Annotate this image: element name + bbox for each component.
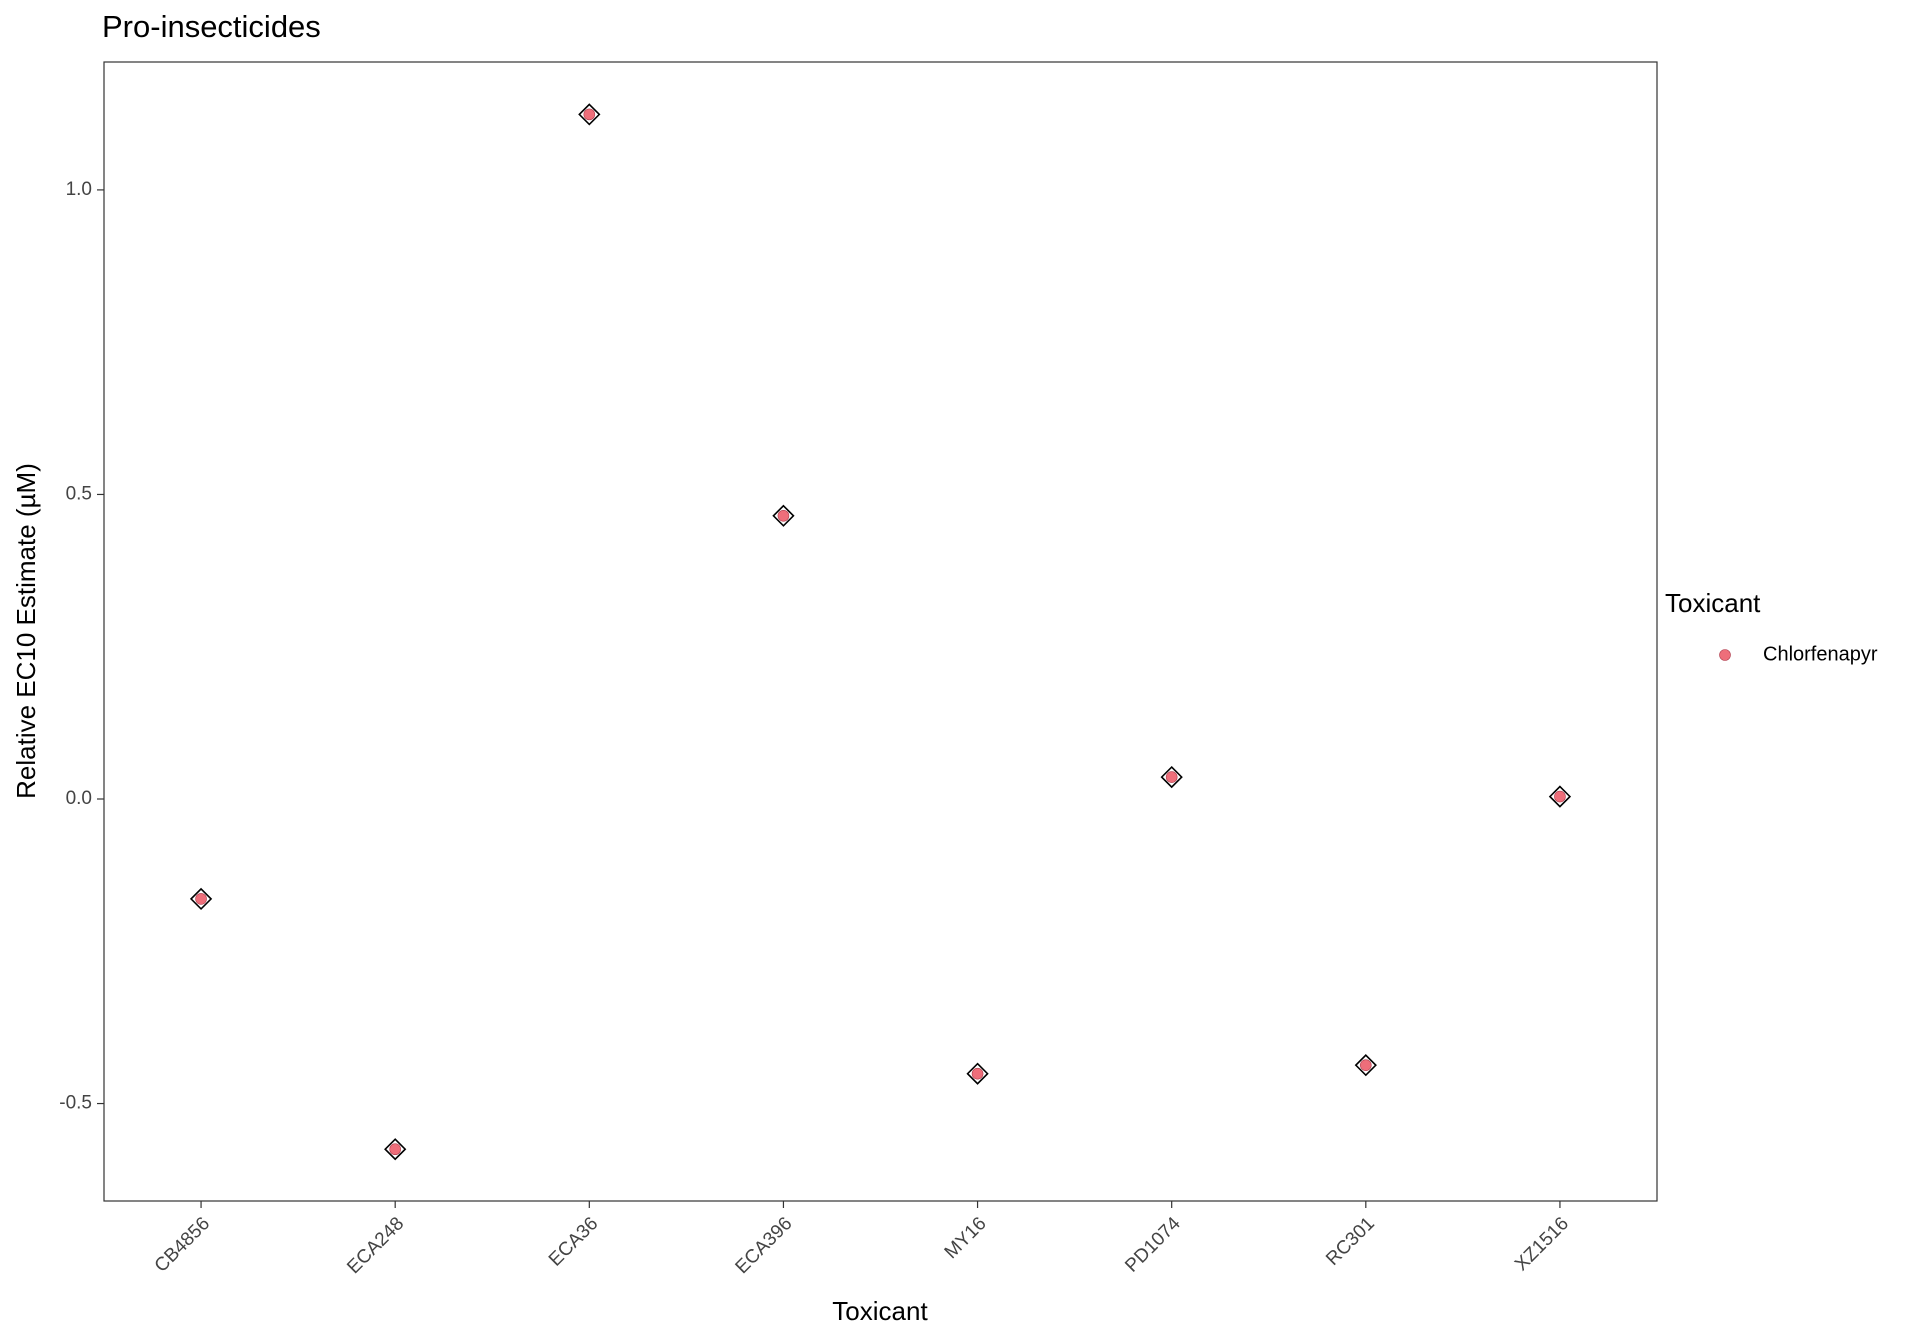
mean-diamond <box>966 1062 989 1085</box>
legend-label: Chlorfenapyr <box>1763 643 1878 665</box>
plot-panel <box>103 61 1658 1202</box>
chart-title: Pro-insecticides <box>102 9 321 44</box>
legend-title: Toxicant <box>1665 588 1761 618</box>
point <box>583 108 596 121</box>
point <box>1360 1059 1372 1071</box>
mean-diamond <box>1548 785 1572 808</box>
mean-diamond <box>1354 1054 1377 1077</box>
point <box>971 1067 984 1080</box>
mean-diamond <box>384 1138 407 1161</box>
point <box>389 1143 401 1156</box>
point <box>777 509 790 522</box>
y-tick-label: 0.0 <box>66 788 92 809</box>
point <box>195 893 207 905</box>
mean-diamond <box>578 103 601 126</box>
y-tick-label: 1.0 <box>66 179 92 200</box>
y-axis-label: Relative EC10 Estimate (µM) <box>11 463 41 799</box>
legend-swatch <box>1719 649 1731 661</box>
mean-diamond <box>772 504 795 527</box>
point <box>1165 771 1178 783</box>
y-tick-label: -0.5 <box>59 1093 92 1114</box>
mean-diamond <box>189 887 213 911</box>
y-tick-label: 0.5 <box>66 483 92 504</box>
mean-diamond <box>1160 765 1183 789</box>
x-axis-label: Toxicant <box>832 1296 928 1326</box>
point <box>1554 790 1566 803</box>
